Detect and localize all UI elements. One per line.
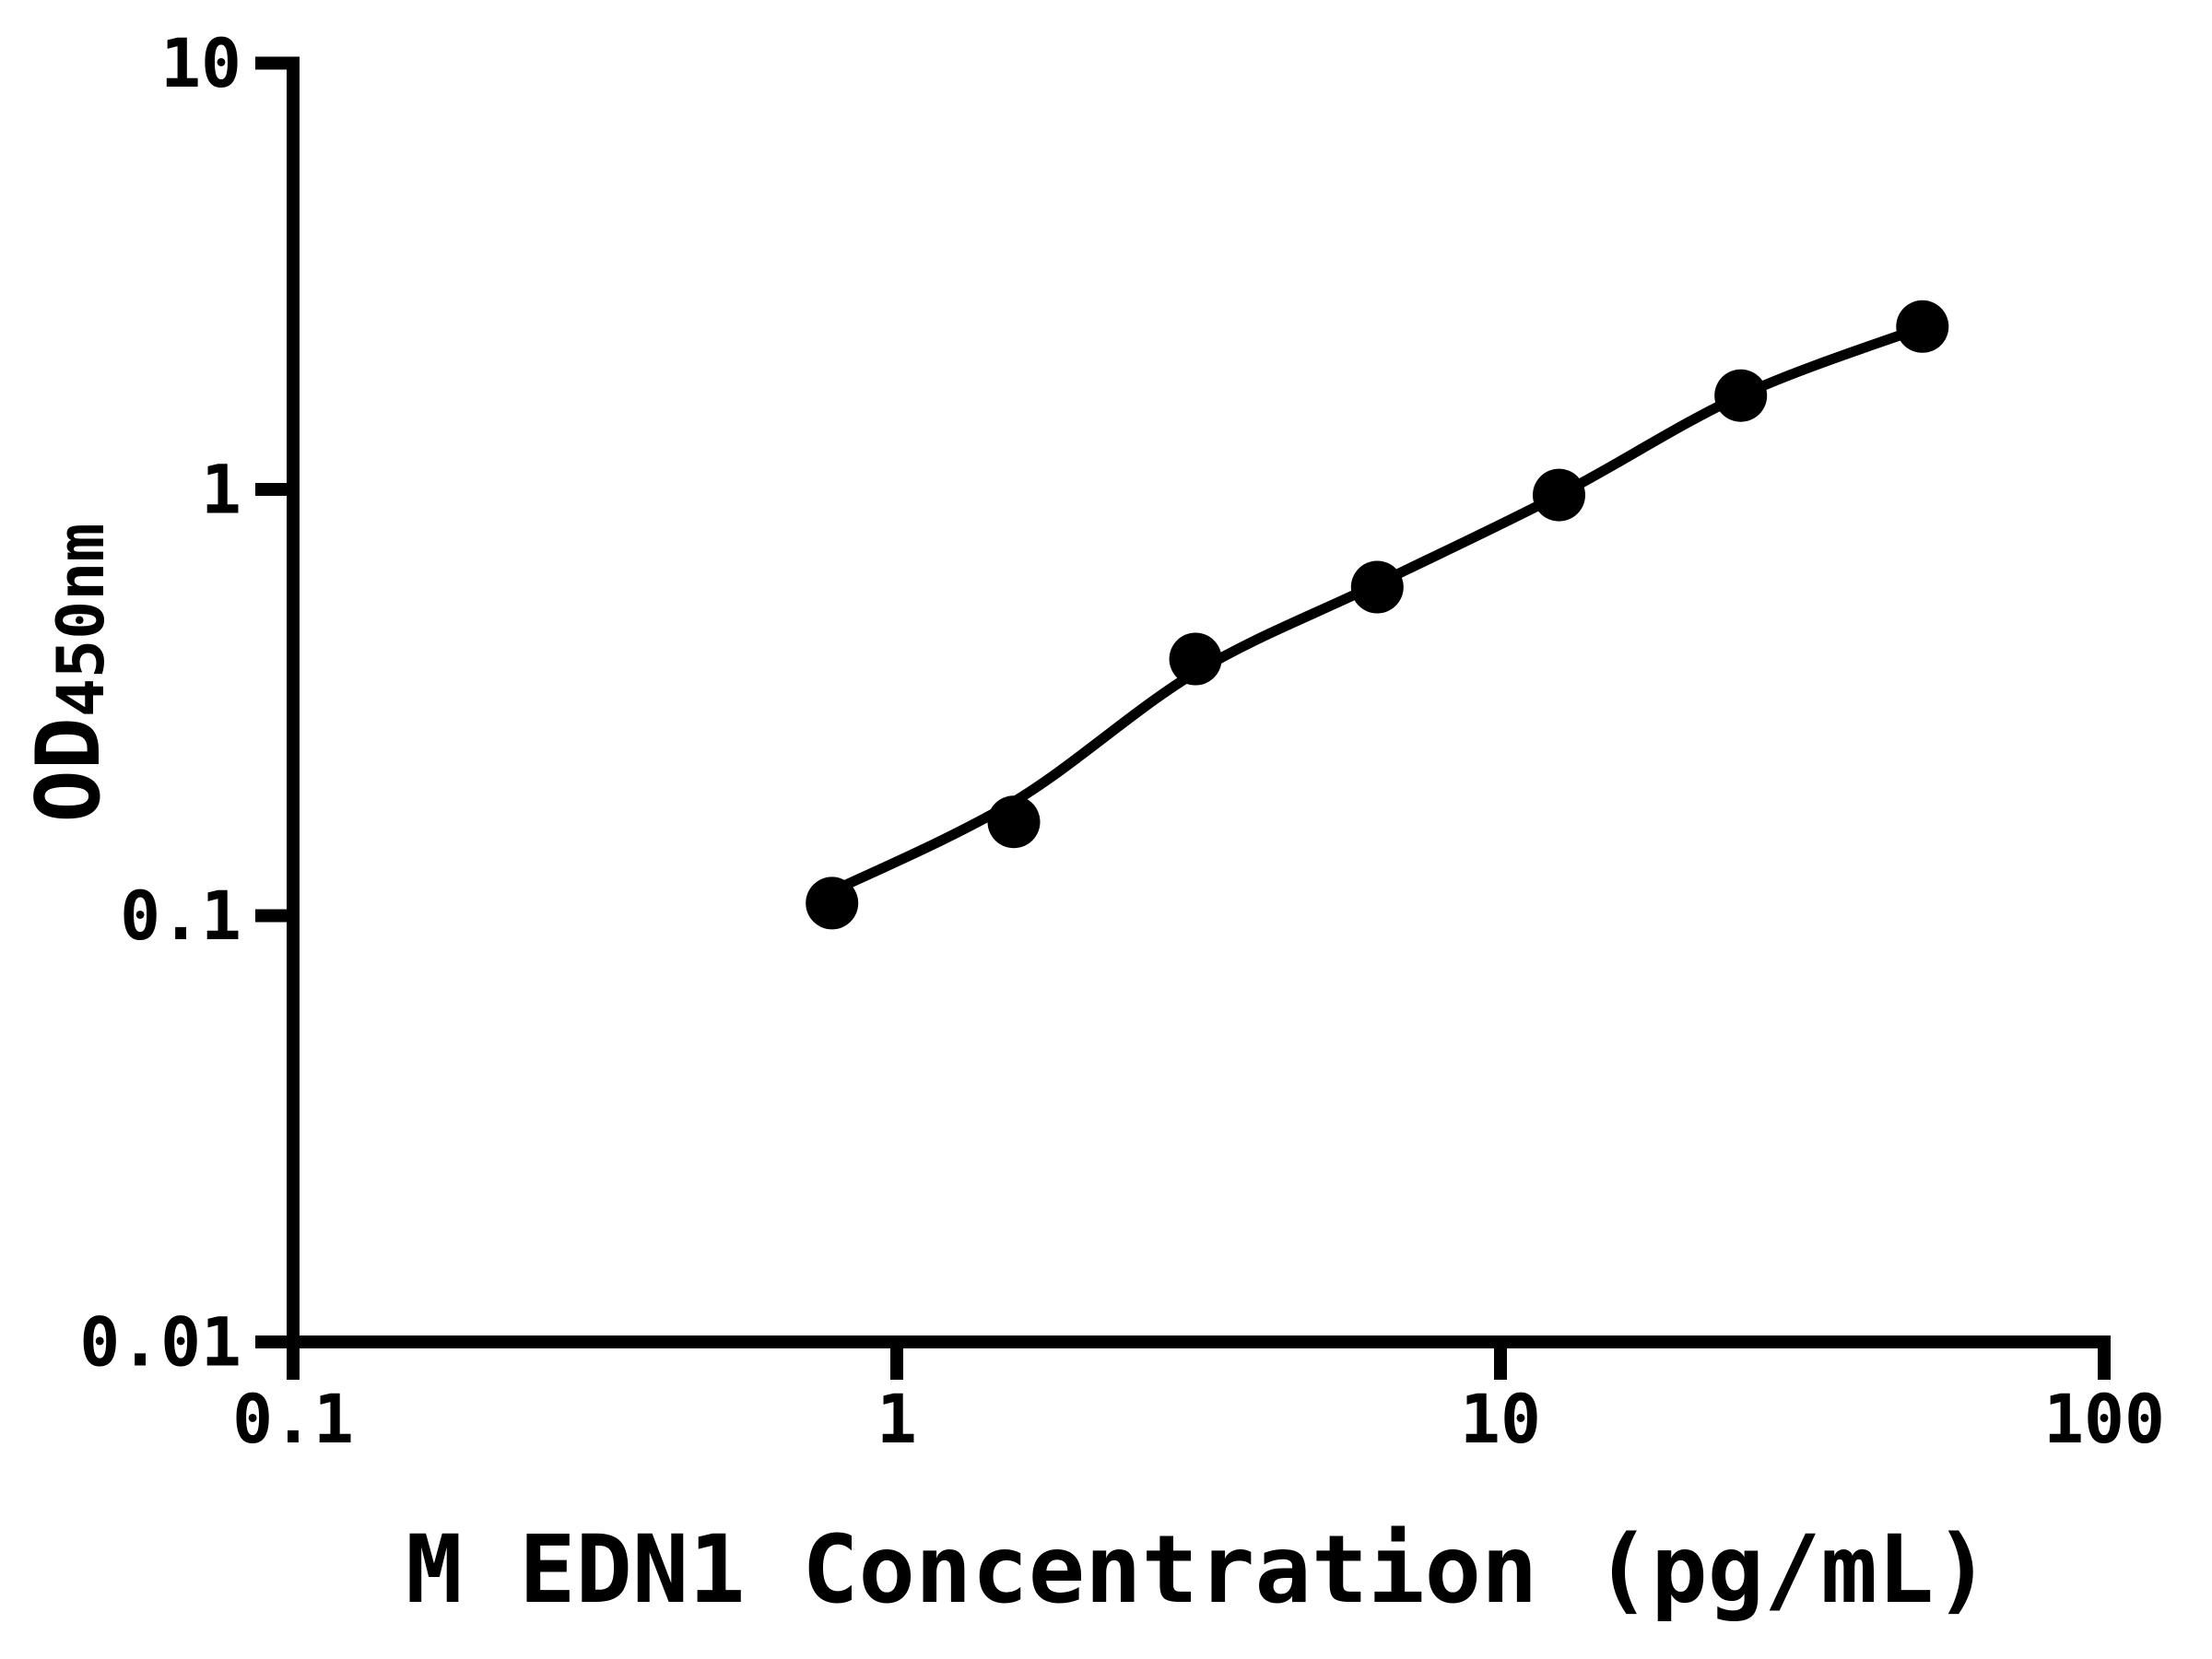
y-axis-title-main: OD — [18, 717, 120, 822]
data-point-marker — [1714, 369, 1768, 422]
y-axis-tick-label: 0.01 — [79, 1304, 241, 1382]
data-point-marker — [806, 877, 859, 930]
x-axis-tick-label: 1 — [877, 1381, 917, 1459]
x-axis-title: M EDN1 Concentration (pg/mL) — [406, 1515, 1990, 1625]
y-axis-tick-label: 1 — [201, 452, 241, 530]
y-axis-tick-label: 10 — [160, 25, 241, 103]
data-point-marker — [1350, 560, 1404, 614]
data-point-marker — [1169, 632, 1222, 686]
y-axis-tick-label: 0.1 — [120, 877, 241, 956]
x-axis-tick-label: 100 — [2043, 1381, 2165, 1459]
x-axis-tick-label: 10 — [1460, 1381, 1541, 1459]
data-point-marker — [1896, 300, 1949, 353]
y-axis-title: OD450nm — [18, 523, 120, 822]
y-axis-title-subscript: 450nm — [43, 523, 119, 717]
data-point-marker — [1533, 468, 1585, 522]
data-point-marker — [987, 795, 1041, 849]
x-axis-tick-label: 0.1 — [232, 1381, 354, 1459]
